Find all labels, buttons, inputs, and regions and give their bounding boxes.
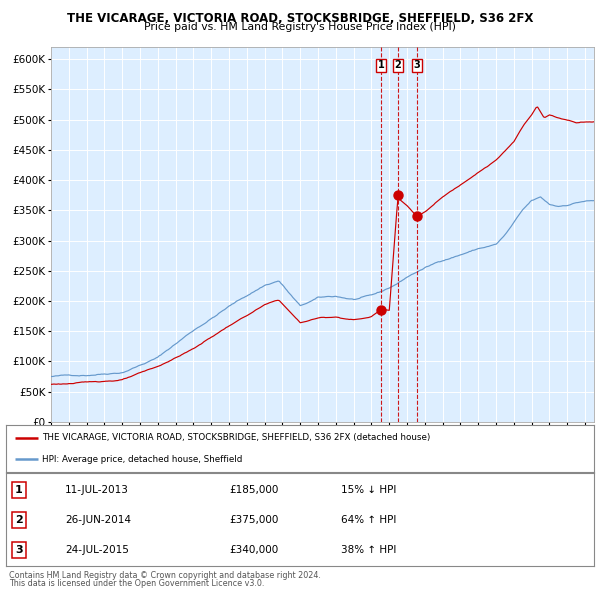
Text: 3: 3 [413,61,421,70]
Text: HPI: Average price, detached house, Sheffield: HPI: Average price, detached house, Shef… [43,455,243,464]
Text: £375,000: £375,000 [229,515,279,525]
Text: 11-JUL-2013: 11-JUL-2013 [65,485,128,495]
Text: 1: 1 [15,485,23,495]
Text: £185,000: £185,000 [229,485,279,495]
Text: Contains HM Land Registry data © Crown copyright and database right 2024.: Contains HM Land Registry data © Crown c… [9,571,321,579]
Text: THE VICARAGE, VICTORIA ROAD, STOCKSBRIDGE, SHEFFIELD, S36 2FX: THE VICARAGE, VICTORIA ROAD, STOCKSBRIDG… [67,12,533,25]
Text: 3: 3 [15,545,23,555]
Text: 2: 2 [395,61,401,70]
Text: 26-JUN-2014: 26-JUN-2014 [65,515,131,525]
Text: 1: 1 [377,61,384,70]
Text: £340,000: £340,000 [229,545,278,555]
Text: 38% ↑ HPI: 38% ↑ HPI [341,545,397,555]
Text: Price paid vs. HM Land Registry's House Price Index (HPI): Price paid vs. HM Land Registry's House … [144,22,456,32]
Text: 64% ↑ HPI: 64% ↑ HPI [341,515,397,525]
Text: This data is licensed under the Open Government Licence v3.0.: This data is licensed under the Open Gov… [9,579,265,588]
Text: 24-JUL-2015: 24-JUL-2015 [65,545,128,555]
Text: 15% ↓ HPI: 15% ↓ HPI [341,485,397,495]
Text: THE VICARAGE, VICTORIA ROAD, STOCKSBRIDGE, SHEFFIELD, S36 2FX (detached house): THE VICARAGE, VICTORIA ROAD, STOCKSBRIDG… [43,433,431,442]
Text: 2: 2 [15,515,23,525]
